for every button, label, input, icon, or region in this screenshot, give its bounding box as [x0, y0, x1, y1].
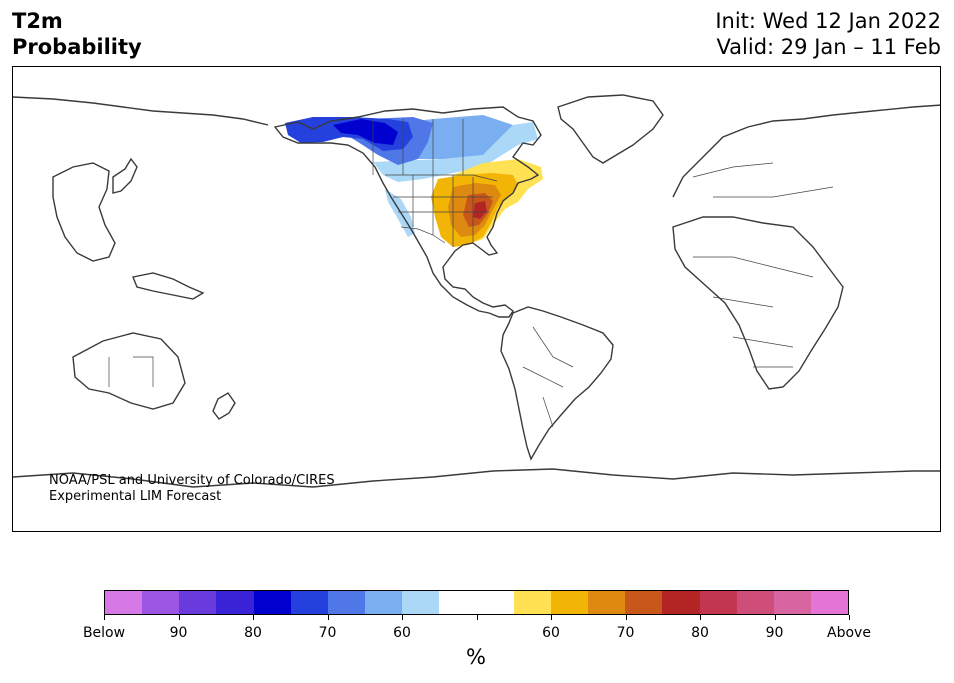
colorbar-swatch	[105, 591, 143, 614]
southeast-asia-islands	[132, 272, 205, 300]
colorbar-swatch	[699, 591, 737, 614]
japan-coast	[112, 157, 138, 194]
new-zealand-coast	[212, 392, 236, 420]
shade-below-dark	[333, 119, 398, 145]
forecast-dates: Init: Wed 12 Jan 2022 Valid: 29 Jan – 11…	[715, 8, 941, 60]
title-variable: T2m	[12, 9, 63, 33]
colorbar-swatch	[736, 591, 774, 614]
colorbar-swatch	[773, 591, 811, 614]
asia-coast	[13, 96, 269, 126]
colorbar-tick-label: 70	[616, 625, 635, 641]
colorbar-tick	[849, 615, 850, 620]
north-america-coast	[273, 106, 542, 318]
us-states-grid	[393, 175, 493, 247]
coastlines	[13, 94, 940, 488]
europe-coast	[672, 104, 940, 198]
colorbar-tick	[104, 615, 105, 620]
colorbar-tick-label: 80	[244, 625, 262, 641]
world-map	[12, 66, 941, 532]
colorbar-swatch	[588, 591, 626, 614]
asia-east-coast	[52, 162, 116, 262]
canada-provinces	[372, 119, 464, 175]
colorbar-ticks	[104, 615, 850, 621]
map-canvas	[13, 94, 940, 488]
us-canada-border	[385, 174, 498, 182]
colorbar-unit: %	[466, 645, 486, 669]
init-date: Init: Wed 12 Jan 2022	[715, 9, 941, 33]
colorbar-tick	[551, 615, 552, 620]
south-america-borders	[522, 326, 574, 428]
colorbar-tick	[402, 615, 403, 620]
colorbar	[104, 590, 849, 615]
colorbar-tick	[700, 615, 701, 620]
colorbar-tick	[253, 615, 254, 620]
shade-above-max	[473, 201, 487, 219]
colorbar-swatch	[662, 591, 700, 614]
europe-borders	[692, 162, 834, 198]
below-normal-shading	[285, 115, 538, 237]
colorbar-swatch	[327, 591, 366, 614]
colorbar-swatch	[513, 591, 551, 614]
colorbar-tick-label: 90	[169, 625, 188, 641]
colorbar-tick-label: 90	[765, 625, 784, 641]
colorbar-swatch	[365, 591, 403, 614]
colorbar-swatch	[179, 591, 217, 614]
colorbar-tick-label: 70	[318, 625, 337, 641]
colorbar-swatch	[216, 591, 254, 614]
colorbar-swatch	[550, 591, 589, 614]
south-america-coast	[500, 306, 614, 461]
map-title: T2m Probability	[12, 8, 142, 60]
colorbar-swatch	[439, 591, 477, 614]
colorbar-tick-label: 60	[542, 625, 560, 641]
shade-below-faint-west	[385, 189, 415, 237]
colorbar-swatch	[625, 591, 663, 614]
africa-borders	[693, 256, 814, 368]
australia-borders	[108, 356, 154, 387]
colorbar-tick	[327, 615, 329, 620]
colorbar-swatch	[290, 591, 328, 614]
colorbar-tick	[178, 615, 180, 620]
colorbar-tick	[774, 615, 776, 620]
colorbar-tick	[625, 615, 627, 620]
antarctica-coast	[13, 468, 940, 488]
colorbar-tick-label: Below	[82, 625, 126, 641]
australia-coast	[72, 332, 186, 410]
colorbar-tick-label: 60	[393, 625, 411, 641]
colorbar-tick	[476, 615, 478, 620]
valid-range: Valid: 29 Jan – 11 Feb	[716, 35, 941, 59]
title-type: Probability	[12, 35, 142, 59]
greenland-coast	[557, 94, 664, 164]
credit-line-1: NOAA/PSL and University of Colorado/CIRE…	[49, 473, 335, 488]
credit-line-2: Experimental LIM Forecast	[49, 489, 222, 504]
political-borders	[108, 119, 834, 428]
africa-coast	[672, 216, 844, 390]
us-mexico-border	[400, 226, 446, 244]
colorbar-swatch	[142, 591, 180, 614]
shade-below-faint	[373, 122, 538, 182]
colorbar-swatch	[402, 591, 440, 614]
colorbar-tick-label: 80	[691, 625, 709, 641]
colorbar-swatch	[476, 591, 514, 614]
colorbar-swatch	[253, 591, 291, 614]
data-credit: NOAA/PSL and University of Colorado/CIRE…	[49, 473, 335, 505]
colorbar-swatch	[810, 591, 849, 614]
colorbar-tick-label: Above	[827, 625, 871, 641]
